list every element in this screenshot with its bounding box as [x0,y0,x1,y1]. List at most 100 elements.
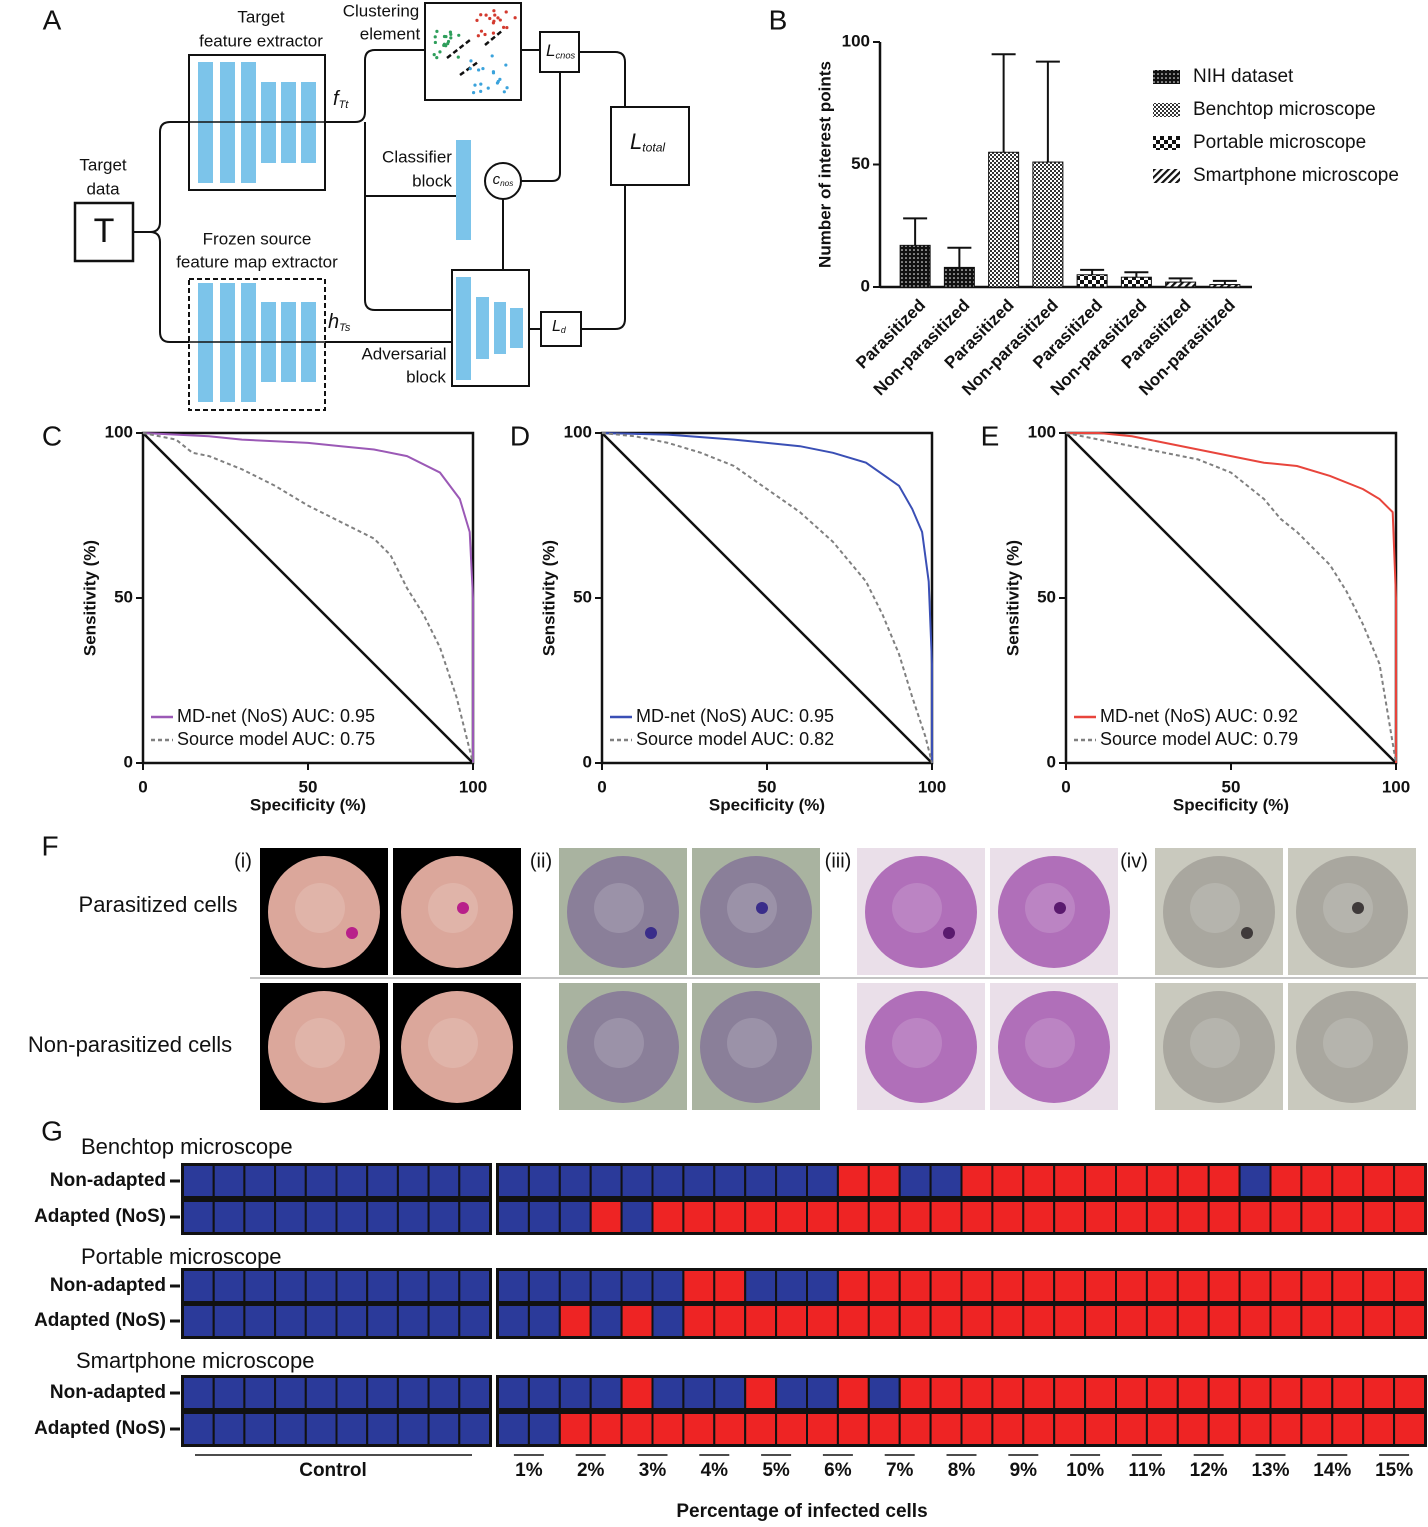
grid-cell [713,1269,747,1303]
label: data [86,179,120,198]
grid-cell [1362,1269,1396,1303]
grid-frame [496,1163,1427,1199]
cell-center [1025,883,1075,933]
grid-cell [1393,1164,1426,1198]
parasite [1352,902,1364,914]
parasite [1054,902,1066,914]
grid-frame [181,1199,492,1235]
grid-cell [497,1164,530,1198]
legend-label: MD-net (NoS) AUC: 0.92 [1100,706,1298,726]
grid-cell [1300,1269,1334,1303]
grid-cell [651,1164,685,1198]
label: feature map extractor [176,252,338,271]
label: block [412,171,452,190]
row-label: Non-parasitized cells [28,1032,232,1057]
grid-cell [497,1376,530,1410]
grid-cell [243,1269,277,1303]
cell-center [1190,1018,1240,1068]
grid-cell [1084,1269,1117,1303]
cell [998,856,1110,968]
roc-curve [601,432,933,763]
cluster-dot [492,19,496,23]
legend-label: Source model AUC: 0.75 [177,729,375,749]
grid-cell [1269,1269,1303,1303]
label: Target [237,7,285,26]
label: element [360,24,421,43]
cluster-dot [432,53,436,57]
cluster-dot [457,33,461,37]
grid-cell [396,1200,430,1234]
cluster-dot [483,32,487,37]
error-bar [1212,279,1237,285]
grid-frame [496,1303,1427,1339]
grid-cell [960,1376,994,1410]
cell [700,991,812,1103]
grid-cell [1084,1304,1117,1338]
row-label: Parasitized cells [79,892,238,917]
cluster-dot [491,71,496,75]
cell-center [295,1018,345,1068]
x-tick-label: 0 [1061,777,1070,796]
grid-cell [1053,1269,1087,1303]
legend-label: Source model AUC: 0.82 [636,729,834,749]
subscript: total [642,141,665,155]
grid-cell [620,1164,654,1198]
label: Frozen source [203,229,312,248]
label: block [406,367,446,386]
grid-cell [1393,1200,1426,1234]
grid-cell [1331,1269,1365,1303]
grid-cell [243,1376,277,1410]
y-tick-label: 0 [583,752,592,771]
y-tick-label: 100 [842,31,870,50]
grid-cell [335,1269,369,1303]
legend-label: Source model AUC: 0.79 [1100,729,1298,749]
grid-cell [182,1200,215,1234]
grid-cell [651,1304,685,1338]
grid-cell [212,1376,246,1410]
cluster-dot [498,77,502,81]
grid-cell [744,1164,778,1198]
error-bar [1035,60,1060,163]
grid-cell [497,1269,530,1303]
grid-cell [212,1164,246,1198]
grid-cell [274,1304,307,1338]
grid-cell [1207,1200,1241,1234]
grid-cell [1176,1164,1210,1198]
cluster-dot [479,29,484,33]
symbol: L [546,41,555,60]
bar [988,151,1020,288]
parasite [346,927,358,939]
panel-label: A [43,4,62,35]
grid-cell [836,1164,870,1198]
roc-curve [1065,432,1397,764]
cluster-dot [496,79,500,84]
grid-cell [212,1412,246,1446]
grid-cell [1331,1164,1365,1198]
grid-cell [682,1200,716,1234]
grid-cell [458,1412,491,1446]
grid-cell [836,1200,870,1234]
grid-cell [620,1376,654,1410]
grid-cell [274,1164,307,1198]
grid-cell [1145,1269,1179,1303]
cluster-dot [435,55,439,60]
cell [1163,856,1275,968]
grid-cell [806,1200,839,1234]
grid-cell [458,1200,491,1234]
grid-cell [589,1269,623,1303]
cluster-dot [502,90,506,94]
panel-label: C [42,420,62,451]
cell [268,856,380,968]
grid-cell [527,1269,561,1303]
cell [998,991,1110,1103]
bar [1032,161,1064,288]
grid-cell [335,1412,369,1446]
grid-cell [744,1200,778,1234]
percent-label: 3% [639,1460,667,1481]
grid-frame [181,1303,492,1339]
grid-cell [396,1304,430,1338]
grid-cell [1238,1269,1272,1303]
grid-cell [589,1304,623,1338]
y-tick-label: 0 [1047,752,1056,771]
